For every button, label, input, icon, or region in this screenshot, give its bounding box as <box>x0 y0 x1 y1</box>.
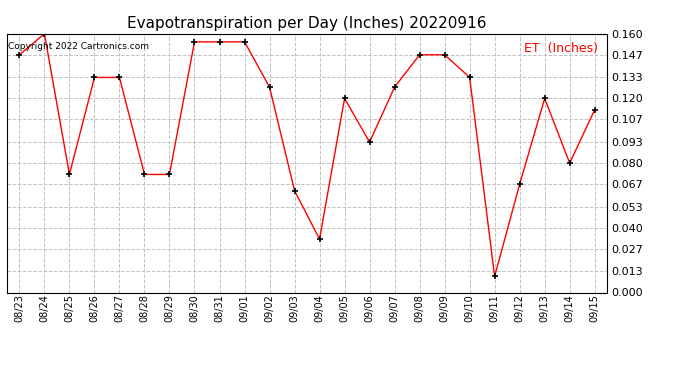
Text: ET  (Inches): ET (Inches) <box>524 42 598 54</box>
Text: Copyright 2022 Cartronics.com: Copyright 2022 Cartronics.com <box>8 42 149 51</box>
Title: Evapotranspiration per Day (Inches) 20220916: Evapotranspiration per Day (Inches) 2022… <box>127 16 487 31</box>
